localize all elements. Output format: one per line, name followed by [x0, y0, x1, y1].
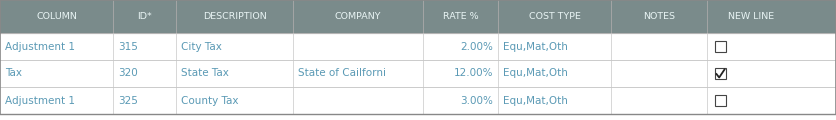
Text: DESCRIPTION: DESCRIPTION	[202, 12, 267, 21]
Bar	[0, 0, 836, 33]
Bar	[715, 41, 726, 52]
Text: State Tax: State Tax	[181, 69, 229, 78]
Text: NOTES: NOTES	[643, 12, 675, 21]
Bar	[0, 33, 836, 60]
Text: ID*: ID*	[137, 12, 152, 21]
Text: 3.00%: 3.00%	[460, 96, 493, 105]
Text: 325: 325	[118, 96, 138, 105]
Text: COST TYPE: COST TYPE	[528, 12, 580, 21]
Bar	[0, 60, 836, 87]
Text: City Tax: City Tax	[181, 42, 222, 51]
Text: Equ,Mat,Oth: Equ,Mat,Oth	[503, 42, 568, 51]
Text: RATE %: RATE %	[443, 12, 478, 21]
Text: 12.00%: 12.00%	[453, 69, 493, 78]
Text: Tax: Tax	[5, 69, 22, 78]
Bar	[0, 87, 836, 114]
Text: County Tax: County Tax	[181, 96, 238, 105]
Text: 2.00%: 2.00%	[460, 42, 493, 51]
Text: Equ,Mat,Oth: Equ,Mat,Oth	[503, 69, 568, 78]
Bar	[715, 95, 726, 106]
Text: State of Cailforni: State of Cailforni	[298, 69, 386, 78]
Bar	[715, 68, 726, 79]
Text: COLUMN: COLUMN	[36, 12, 77, 21]
Text: NEW LINE: NEW LINE	[728, 12, 774, 21]
Text: 320: 320	[118, 69, 138, 78]
Text: COMPANY: COMPANY	[334, 12, 381, 21]
Text: Adjustment 1: Adjustment 1	[5, 96, 75, 105]
Text: Adjustment 1: Adjustment 1	[5, 42, 75, 51]
Text: Equ,Mat,Oth: Equ,Mat,Oth	[503, 96, 568, 105]
Text: 315: 315	[118, 42, 138, 51]
